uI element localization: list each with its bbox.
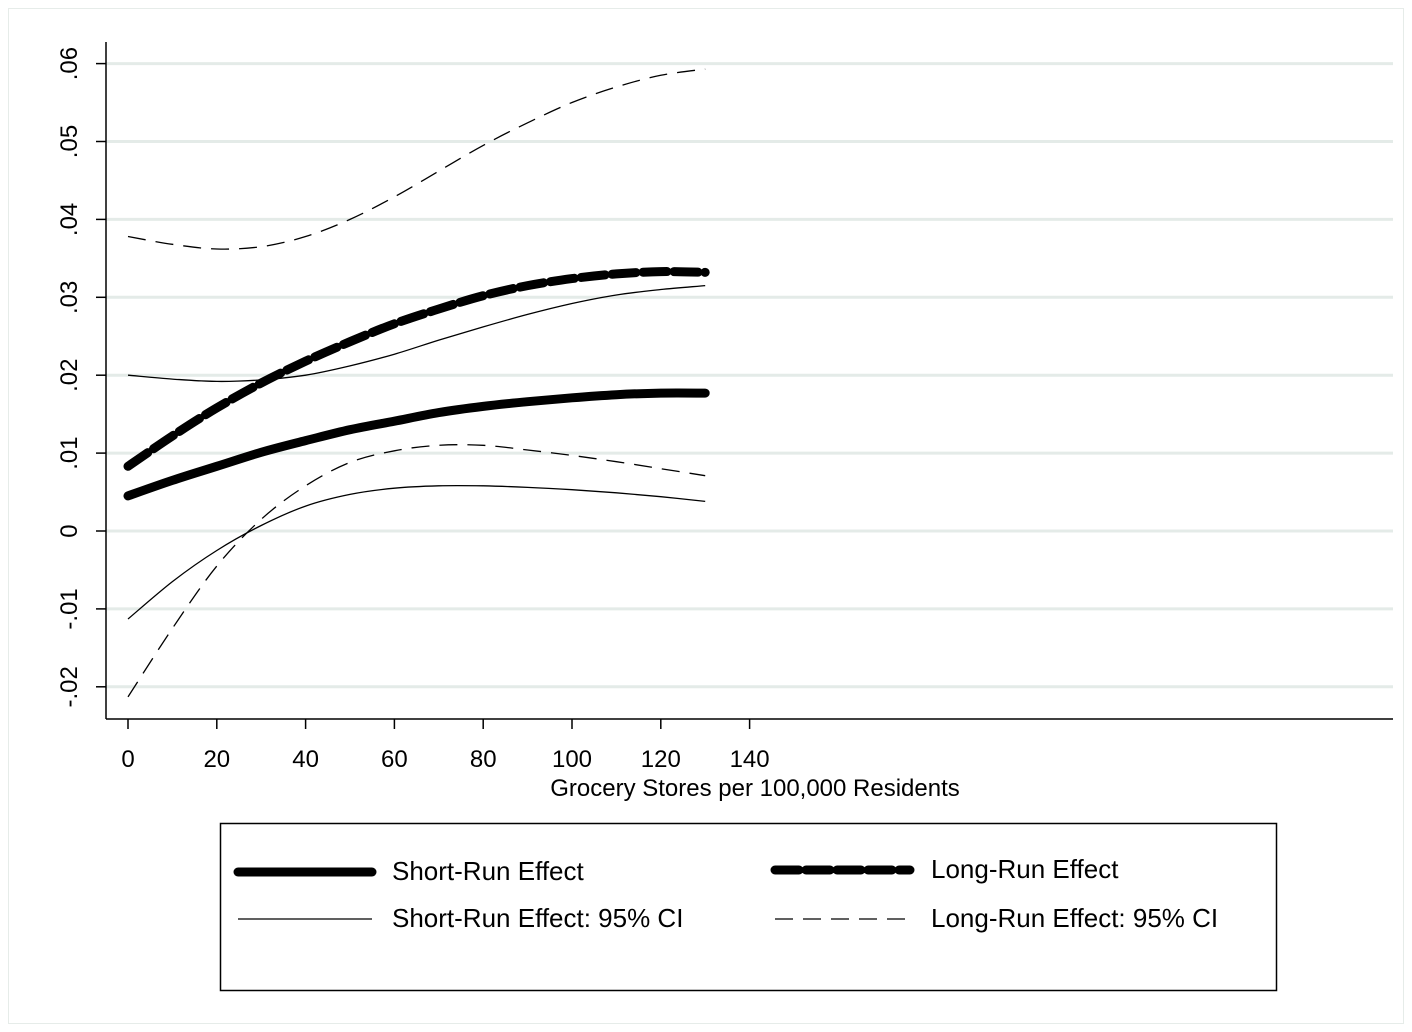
x-tick-label: 120 xyxy=(641,746,681,773)
y-tick-label: -.01 xyxy=(56,588,83,629)
y-tick-label: .02 xyxy=(56,359,83,392)
legend: Short-Run Effect Long-Run Effect Short-Run… xyxy=(219,822,1278,992)
x-tick-label: 40 xyxy=(292,746,319,773)
series-line-4 xyxy=(127,68,706,250)
chart-frame xyxy=(8,8,1404,1024)
x-tick-label: 100 xyxy=(552,746,592,773)
legend-label-0: Short-Run Effect xyxy=(392,856,585,886)
series-line-2 xyxy=(127,284,706,383)
grid-lines xyxy=(106,62,1393,689)
series-line-0 xyxy=(123,388,710,501)
legend-label-3: Long-Run Effect: 95% CI xyxy=(931,903,1218,933)
legend-label-2: Short-Run Effect: 95% CI xyxy=(392,903,683,933)
legend-label-1: Long-Run Effect xyxy=(931,854,1119,884)
y-tick-label: .01 xyxy=(56,436,83,469)
x-tick-label: 20 xyxy=(203,746,230,773)
y-tick-label: -.02 xyxy=(56,666,83,707)
legend-box xyxy=(219,822,1278,992)
y-tick-label: .04 xyxy=(56,203,83,236)
x-tick-label: 140 xyxy=(730,746,770,773)
axes: -.02 -.01 0 .01 .02 .03 .04 .05 .06 0 20 40 60 80 100 1… xyxy=(56,42,1393,773)
y-tick-label: .06 xyxy=(56,47,83,80)
series-lines xyxy=(123,68,710,698)
series-line-3 xyxy=(127,484,706,620)
y-tick-label: .03 xyxy=(56,281,83,314)
x-tick-label: 0 xyxy=(121,746,134,773)
x-tick-label: 80 xyxy=(470,746,497,773)
y-tick-label: .05 xyxy=(56,125,83,158)
x-axis-title: Grocery Stores per 100,000 Residents xyxy=(550,775,960,802)
series-line-1 xyxy=(123,267,710,471)
x-tick-label: 60 xyxy=(381,746,408,773)
y-tick-label: 0 xyxy=(56,524,83,537)
series-line-5 xyxy=(127,444,706,698)
